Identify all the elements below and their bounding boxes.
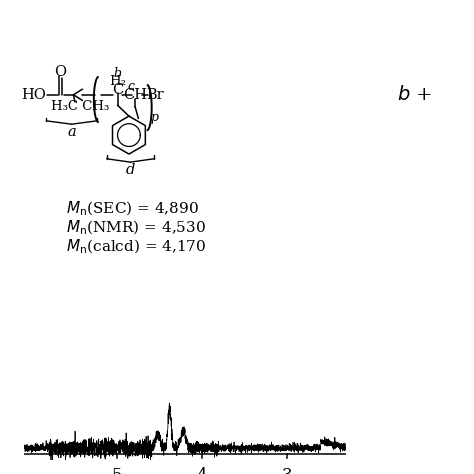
Text: $\mathit{M}$$_\mathrm{n}$(calcd) = 4,170: $\mathit{M}$$_\mathrm{n}$(calcd) = 4,170 — [66, 237, 207, 255]
Text: $\mathit{b}$ +: $\mathit{b}$ + — [397, 85, 432, 104]
Text: O: O — [55, 64, 67, 79]
Text: H₃C CH₃: H₃C CH₃ — [51, 100, 109, 113]
Text: H₂: H₂ — [109, 75, 126, 88]
Text: $\mathit{M}$$_\mathrm{n}$(NMR) = 4,530: $\mathit{M}$$_\mathrm{n}$(NMR) = 4,530 — [66, 219, 206, 237]
Text: a: a — [67, 125, 76, 139]
Text: C: C — [112, 83, 123, 97]
Text: Br: Br — [146, 88, 164, 102]
Text: $\mathit{M}$$_\mathrm{n}$(SEC) = 4,890: $\mathit{M}$$_\mathrm{n}$(SEC) = 4,890 — [66, 200, 199, 218]
Text: p: p — [150, 111, 158, 124]
Text: CH: CH — [123, 88, 147, 102]
Text: c: c — [128, 80, 135, 93]
Text: b: b — [114, 67, 121, 80]
Text: HO: HO — [22, 88, 46, 102]
Text: d: d — [126, 163, 135, 177]
